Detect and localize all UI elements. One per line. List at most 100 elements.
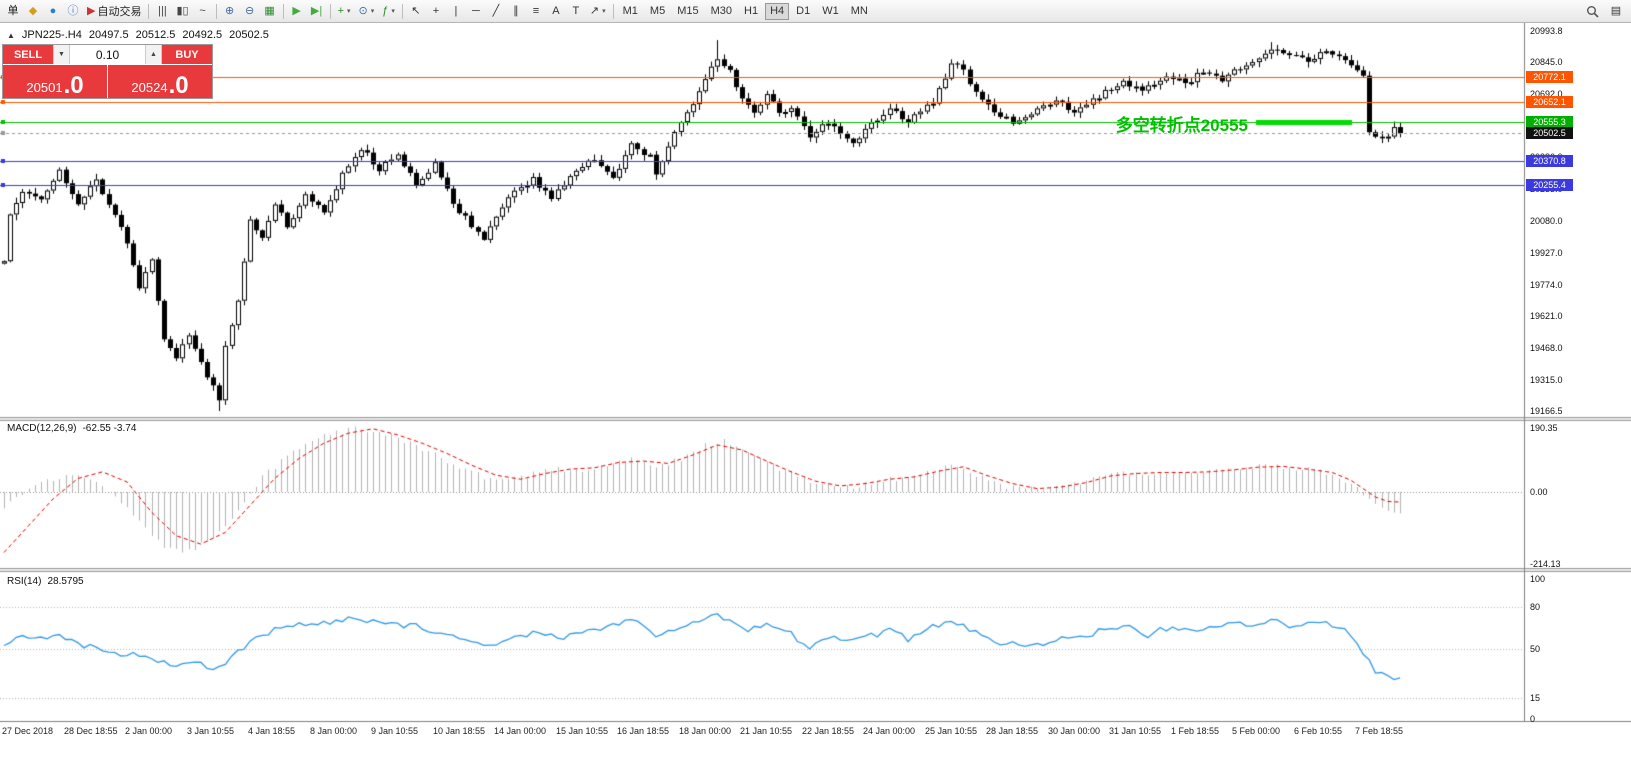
profiles-icon-caret: ▾ xyxy=(370,8,375,15)
buy-price-main: 20524 xyxy=(131,80,168,95)
sell-price-main: 20501 xyxy=(26,80,63,95)
price-level-badge: 20555.3 xyxy=(1526,116,1573,128)
time-axis-label: 31 Jan 10:55 xyxy=(1109,726,1162,736)
profiles-icon[interactable]: ⊙ ▾ xyxy=(355,2,379,21)
sell-button[interactable]: SELL xyxy=(3,45,53,64)
price-axis-label: 19166.5 xyxy=(1530,406,1563,416)
arrows-icon[interactable]: ↗ ▾ xyxy=(586,2,610,21)
time-axis-label: 7 Feb 18:55 xyxy=(1355,726,1404,736)
tile-windows-icon-glyph: ▦ xyxy=(264,4,275,17)
new-chart-icon-glyph: + xyxy=(337,4,345,17)
rsi-axis-label: 15 xyxy=(1530,693,1541,703)
time-axis-label: 3 Jan 10:55 xyxy=(187,726,235,736)
price-level-badge: 20502.5 xyxy=(1526,127,1573,139)
editor-icon-glyph: ◆ xyxy=(28,4,38,17)
volume-decrease-button[interactable]: ▼ xyxy=(53,45,70,64)
timeframe-m30[interactable]: M30 xyxy=(710,5,733,17)
trendline-icon-glyph: ╱ xyxy=(492,4,500,17)
trendline-icon[interactable]: ╱ xyxy=(486,2,506,21)
autotrading-button-glyph: ▶ xyxy=(87,4,96,17)
new-order-button[interactable]: 单 xyxy=(3,2,23,21)
zoom-in-icon-glyph: ⊕ xyxy=(224,4,235,17)
search-icon[interactable] xyxy=(1582,2,1603,21)
editor-icon[interactable]: ◆ xyxy=(23,2,43,21)
toolbar-separator xyxy=(215,3,217,19)
macd-label-row: MACD(12,26,9) -62.55 -3.74 xyxy=(7,423,136,434)
auto-scroll-icon[interactable]: ▶ xyxy=(287,2,307,21)
macd-indicator-value: -62.55 -3.74 xyxy=(82,423,137,434)
crosshair-icon-glyph: + xyxy=(432,4,440,17)
cursor-icon[interactable]: ↖ xyxy=(406,2,426,21)
rsi-axis-label: 0 xyxy=(1530,714,1536,724)
volume-input[interactable]: 0.10 xyxy=(70,45,145,64)
trend-arrow-icon: ▲ xyxy=(7,30,15,40)
time-axis-label: 10 Jan 18:55 xyxy=(433,726,486,736)
timeframe-h1[interactable]: H1 xyxy=(744,5,759,17)
rsi-axis-label: 80 xyxy=(1530,602,1541,612)
horizontal-line-icon-glyph: ─ xyxy=(472,4,480,17)
indicators-icon[interactable]: ƒ ▾ xyxy=(378,2,399,21)
chart-canvas[interactable] xyxy=(0,23,1631,774)
buy-button[interactable]: BUY xyxy=(162,45,212,64)
one-click-trading-panel: SELL ▼ 0.10 ▲ BUY 20501 .0 20524 .0 xyxy=(2,44,213,99)
ohlc-close: 20502.5 xyxy=(229,29,269,41)
rsi-indicator-label: RSI(14) xyxy=(7,576,42,587)
fibonacci-icon[interactable]: ≡ xyxy=(526,2,546,21)
ohlc-open: 20497.5 xyxy=(88,29,129,41)
vertical-line-icon[interactable]: | xyxy=(446,2,466,21)
timeframe-m1[interactable]: M1 xyxy=(622,5,638,17)
timeframe-m5[interactable]: M5 xyxy=(649,5,666,17)
tile-windows-icon[interactable]: ▦ xyxy=(260,2,280,21)
price-level-badge: 20772.1 xyxy=(1526,71,1573,83)
ohlc-low: 20492.5 xyxy=(182,29,223,41)
info-icon[interactable]: ⓘ xyxy=(63,2,83,21)
community-icon[interactable]: ● xyxy=(43,2,63,21)
indicators-icon-glyph: ƒ xyxy=(382,4,389,17)
text-icon[interactable]: A xyxy=(546,2,566,21)
equidistant-channel-icon[interactable]: ∥ xyxy=(506,2,526,21)
text-label-icon[interactable]: T xyxy=(566,2,586,21)
macd-indicator-label: MACD(12,26,9) xyxy=(7,423,77,434)
toolbar-separator xyxy=(148,3,150,19)
buy-price-button[interactable]: 20524 .0 xyxy=(108,65,212,98)
text-label-icon-glyph: T xyxy=(572,4,580,17)
profiles-icon-glyph: ⊙ xyxy=(358,4,368,17)
zoom-in-icon[interactable]: ⊕ xyxy=(220,2,240,21)
time-axis-label: 28 Jan 18:55 xyxy=(986,726,1039,736)
arrows-icon-caret: ▾ xyxy=(602,8,606,15)
chart-shift-icon[interactable]: ▶| xyxy=(307,2,327,21)
sell-price-button[interactable]: 20501 .0 xyxy=(3,65,107,98)
candlestick-icon-glyph: ▮▯ xyxy=(176,4,189,17)
indicators-icon-caret: ▾ xyxy=(391,8,395,15)
zoom-out-icon-glyph: ⊖ xyxy=(244,4,255,17)
time-axis-label: 1 Feb 18:55 xyxy=(1171,726,1220,736)
price-axis-label: 19315.0 xyxy=(1530,375,1563,385)
symbol-period-label: JPN225-.H4 xyxy=(21,29,82,41)
time-axis-label: 24 Jan 00:00 xyxy=(863,726,916,736)
community-icon-glyph: ● xyxy=(49,4,57,17)
line-chart-icon[interactable]: ~ xyxy=(193,2,213,21)
toolbar-right-group: ▤ xyxy=(1582,2,1628,21)
new-chart-icon[interactable]: + ▾ xyxy=(334,2,355,21)
timeframe-h4[interactable]: H4 xyxy=(765,2,790,20)
panel-list-icon[interactable]: ▤ xyxy=(1606,2,1626,21)
timeframe-m15[interactable]: M15 xyxy=(677,5,699,17)
timeframe-d1[interactable]: D1 xyxy=(796,5,811,17)
horizontal-line-icon[interactable]: ─ xyxy=(466,2,486,21)
bar-chart-icon-glyph: ||| xyxy=(158,4,167,17)
info-icon-glyph: ⓘ xyxy=(67,4,79,17)
candlestick-icon[interactable]: ▮▯ xyxy=(172,2,192,21)
autotrading-button[interactable]: ▶ 自动交易 xyxy=(83,2,145,21)
crosshair-icon[interactable]: + xyxy=(426,2,446,21)
timeframe-mn[interactable]: MN xyxy=(850,5,868,17)
zoom-out-icon[interactable]: ⊖ xyxy=(240,2,260,21)
time-axis-label: 16 Jan 18:55 xyxy=(617,726,670,736)
chart-ohlc-header: ▲ JPN225-.H4 20497.5 20512.5 20492.5 205… xyxy=(7,29,269,41)
cursor-icon-glyph: ↖ xyxy=(411,4,421,17)
price-level-badge: 20255.4 xyxy=(1526,179,1573,191)
volume-increase-button[interactable]: ▲ xyxy=(145,45,162,64)
timeframe-w1[interactable]: W1 xyxy=(822,5,839,17)
equidistant-channel-icon-glyph: ∥ xyxy=(513,4,519,17)
bar-chart-icon[interactable]: ||| xyxy=(152,2,172,21)
